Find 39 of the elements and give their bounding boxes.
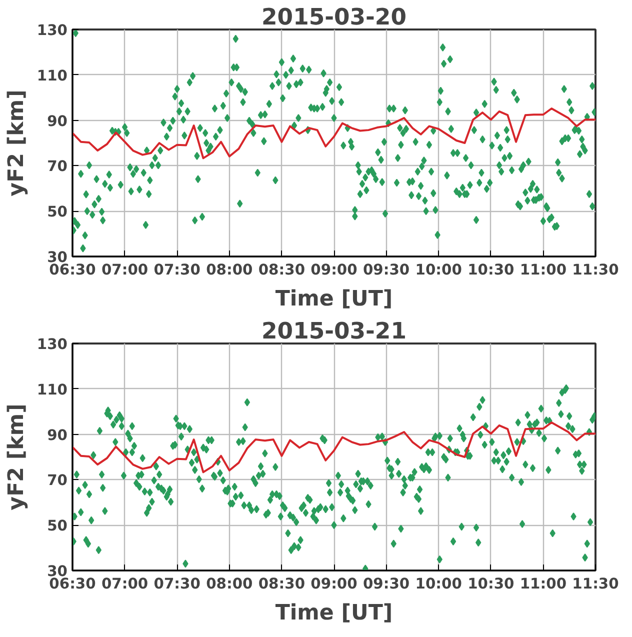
y-tick-label: 110: [36, 381, 68, 398]
x-tick-label: 07:00: [101, 262, 148, 278]
y-tick-label: 50: [47, 204, 68, 221]
x-tick-label: 08:30: [258, 576, 306, 592]
x-tick-label: 10:30: [468, 576, 514, 592]
x-tick-label: 09:00: [310, 262, 358, 278]
x-tick-label: 11:00: [520, 262, 567, 278]
x-tick-label: 11:30: [572, 262, 619, 278]
x-tick-label: 08:00: [206, 262, 253, 278]
x-axis-title: Time [UT]: [275, 286, 393, 312]
x-tick-label: 07:30: [154, 262, 200, 278]
y-tick-label: 70: [47, 158, 68, 176]
y-tick-label: 90: [47, 112, 68, 130]
line-series: [72, 107, 596, 160]
x-tick-label: 09:30: [362, 262, 410, 278]
x-tick-label: 10:30: [468, 262, 514, 278]
x-tick-label: 06:30: [49, 262, 96, 278]
chart-title: 2015-03-20: [262, 4, 406, 30]
y-tick-label: 90: [47, 426, 68, 444]
x-tick-label: 07:00: [101, 576, 148, 592]
x-tick-label: 07:30: [154, 576, 200, 592]
y-axis-title: yF2 [km]: [4, 90, 29, 196]
x-tick-label: 08:00: [206, 576, 253, 592]
y-tick-label: 130: [36, 22, 68, 39]
x-tick-label: 11:00: [520, 576, 567, 592]
x-tick-label: 09:00: [310, 576, 358, 592]
x-axis-title: Time [UT]: [275, 600, 393, 626]
x-tick-label: 10:00: [415, 576, 462, 592]
y-tick-label: 130: [36, 336, 68, 353]
y-tick-label: 110: [36, 67, 68, 84]
x-tick-label: 10:00: [415, 262, 462, 278]
x-tick-label: 09:30: [362, 576, 410, 592]
x-tick-label: 08:30: [258, 262, 306, 278]
y-tick-label: 50: [47, 518, 68, 535]
y-tick-label: 70: [47, 472, 68, 490]
chart-title: 2015-03-21: [262, 318, 406, 344]
y-axis-title: yF2 [km]: [4, 404, 29, 510]
x-tick-label: 06:30: [49, 576, 96, 592]
x-tick-label: 11:30: [572, 576, 619, 592]
